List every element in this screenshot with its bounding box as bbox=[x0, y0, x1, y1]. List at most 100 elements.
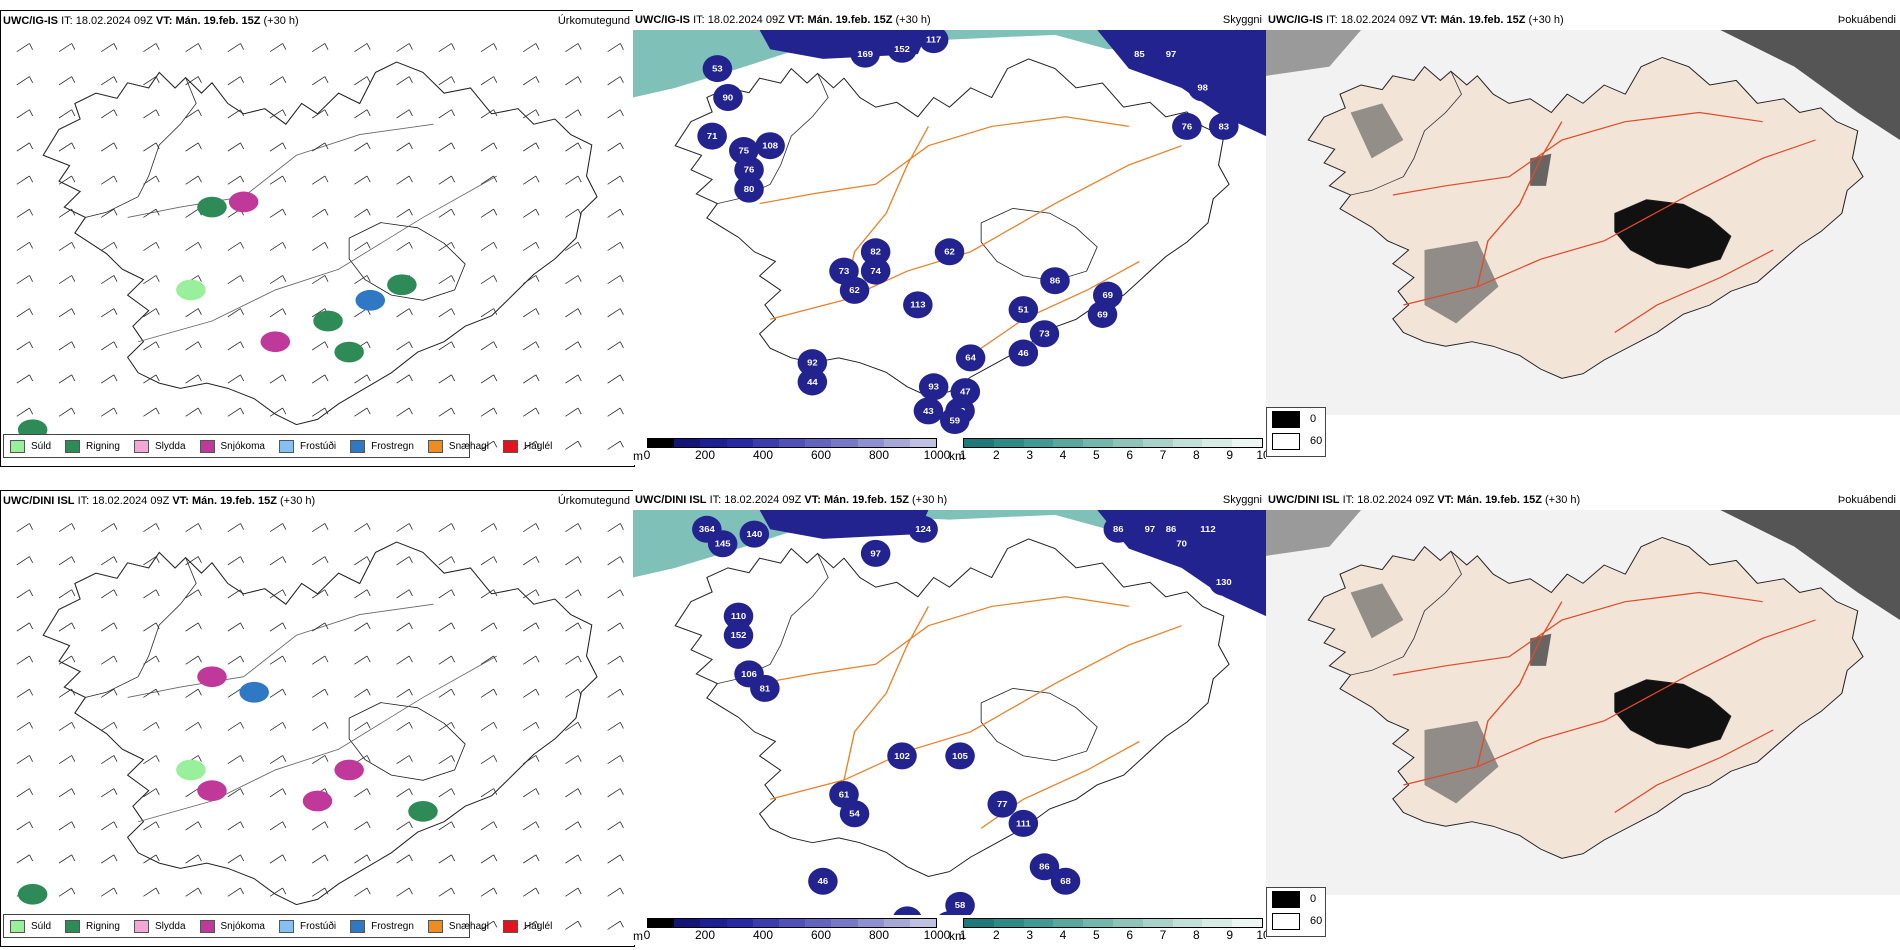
model-name: UWC/IG-IS bbox=[1268, 14, 1323, 26]
wind-barb bbox=[522, 556, 540, 566]
wind-barb bbox=[185, 854, 202, 864]
iceland-coastline bbox=[674, 58, 1230, 397]
scale-tick: 2 bbox=[992, 928, 1000, 942]
wind-barb bbox=[607, 721, 624, 731]
wind-barb bbox=[16, 76, 34, 86]
wind-barb bbox=[311, 109, 329, 119]
wind-barb bbox=[185, 523, 202, 533]
vis-low-area bbox=[702, 55, 733, 83]
vis-low-area bbox=[850, 40, 880, 68]
wind-barb bbox=[143, 208, 160, 218]
vis-low-area bbox=[759, 510, 929, 539]
wind-barb bbox=[227, 721, 245, 731]
vis-low-area bbox=[1087, 300, 1118, 328]
wind-barb bbox=[143, 275, 160, 285]
wind-barb bbox=[522, 241, 540, 251]
scale-unit: km bbox=[949, 929, 965, 943]
wind-barb bbox=[438, 655, 456, 665]
legend-label: Slydda bbox=[154, 440, 186, 452]
wind-barb bbox=[227, 556, 245, 566]
legend-swatch bbox=[350, 919, 366, 933]
visibility-label: 152 bbox=[731, 631, 747, 641]
vt-value: Mán. 19.feb. 15Z bbox=[175, 15, 261, 27]
legend-swatch bbox=[278, 439, 294, 453]
precip-area bbox=[17, 883, 48, 905]
scale-tick: 7 bbox=[1159, 448, 1167, 462]
precip-legend-item: Slydda bbox=[133, 439, 186, 453]
wind-barb bbox=[396, 43, 413, 53]
fog-grey-area bbox=[1266, 510, 1362, 556]
wind-barb bbox=[227, 109, 245, 119]
wind-barb bbox=[438, 175, 456, 185]
wind-barb bbox=[16, 721, 34, 731]
wind-barb bbox=[311, 76, 329, 86]
legend-swatch bbox=[502, 919, 518, 933]
model-name: UWC/DINI ISL bbox=[635, 494, 707, 506]
scale-tick: 200 bbox=[694, 448, 716, 462]
vis-low-area bbox=[1209, 112, 1239, 140]
vis-low-area bbox=[913, 397, 944, 425]
visibility-label: 47 bbox=[960, 387, 971, 397]
vis-low-area bbox=[955, 344, 986, 372]
it-value: 18.02.2024 09Z bbox=[724, 494, 802, 506]
vis-low-area bbox=[1029, 320, 1060, 348]
wind-barb bbox=[58, 374, 76, 384]
wind-barb bbox=[522, 688, 540, 698]
wind-barb bbox=[522, 788, 540, 798]
wind-barb bbox=[269, 76, 287, 86]
fog-legend-item: 0 bbox=[1272, 408, 1325, 430]
legend-swatch bbox=[10, 439, 25, 453]
precip-legend-item: Frostúði bbox=[278, 439, 336, 453]
wind-barb bbox=[227, 407, 245, 417]
wind-barb bbox=[565, 688, 582, 698]
legend-swatch bbox=[1272, 410, 1300, 428]
wind-barb bbox=[58, 241, 76, 251]
wind-barb bbox=[100, 374, 118, 384]
wind-barb bbox=[480, 556, 498, 566]
visibility-label: 69 bbox=[1097, 310, 1108, 320]
legend-label: Snæhagl bbox=[448, 440, 489, 452]
vis-low-area bbox=[734, 156, 764, 184]
wind-barb bbox=[522, 43, 540, 53]
visibility-label: 83 bbox=[1219, 122, 1230, 132]
visibility-label: 68 bbox=[1060, 877, 1071, 887]
map-svg bbox=[1266, 510, 1900, 895]
fog-patch bbox=[1530, 633, 1552, 666]
wind-barb bbox=[354, 109, 371, 119]
scale-tick: 1000 bbox=[923, 928, 951, 942]
wind-barb bbox=[311, 275, 329, 285]
wind-barb bbox=[100, 721, 118, 731]
vis-low-area bbox=[797, 349, 828, 377]
wind-barb bbox=[269, 721, 287, 731]
wind-barb bbox=[143, 556, 160, 566]
wind-barb bbox=[565, 142, 582, 152]
wind-barb bbox=[100, 175, 118, 185]
wind-barb bbox=[354, 76, 371, 86]
scale-tick: 3 bbox=[1026, 448, 1033, 462]
vt-label: VT: bbox=[804, 494, 821, 506]
wind-barb bbox=[143, 175, 160, 185]
fog-dark-area bbox=[1720, 30, 1900, 140]
wind-barb bbox=[100, 275, 118, 285]
wind-barb bbox=[354, 241, 371, 251]
wind-barb bbox=[522, 721, 540, 731]
wind-barb bbox=[143, 43, 160, 53]
wind-barb bbox=[100, 523, 118, 533]
vis-low-area bbox=[1050, 867, 1081, 895]
wind-barb bbox=[16, 275, 34, 285]
wind-barb bbox=[607, 755, 624, 765]
wind-barb bbox=[16, 374, 34, 384]
wind-barb bbox=[607, 523, 624, 533]
visibility-label: 98 bbox=[1197, 83, 1208, 93]
visibility-scale: 0 200 400 600 800 1000 m 1 2 3 4 5 6 7 8 9 10 km bbox=[633, 435, 1270, 465]
wind-barb bbox=[565, 788, 582, 798]
wind-barb bbox=[438, 556, 456, 566]
glacier-outline bbox=[1614, 199, 1732, 269]
road bbox=[1476, 121, 1563, 287]
visibility-label: 124 bbox=[915, 525, 931, 535]
wind-barb bbox=[143, 142, 160, 152]
it-label: IT: bbox=[709, 494, 722, 506]
scale-tick: 9 bbox=[1226, 928, 1233, 942]
wind-barb bbox=[396, 407, 413, 417]
panel-header: UWC/IG-IS IT: 18.02.2024 09Z VT: Mán. 19… bbox=[1, 11, 634, 31]
